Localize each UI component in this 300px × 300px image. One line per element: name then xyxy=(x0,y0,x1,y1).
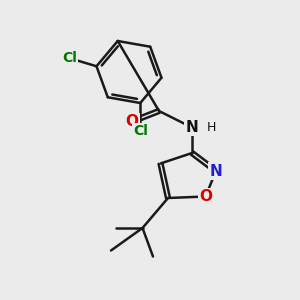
Text: H: H xyxy=(207,121,216,134)
Text: N: N xyxy=(186,120,198,135)
Text: O: O xyxy=(199,189,212,204)
Text: O: O xyxy=(125,114,139,129)
Text: Cl: Cl xyxy=(62,51,77,65)
Text: N: N xyxy=(210,164,222,178)
Text: Cl: Cl xyxy=(133,124,148,138)
